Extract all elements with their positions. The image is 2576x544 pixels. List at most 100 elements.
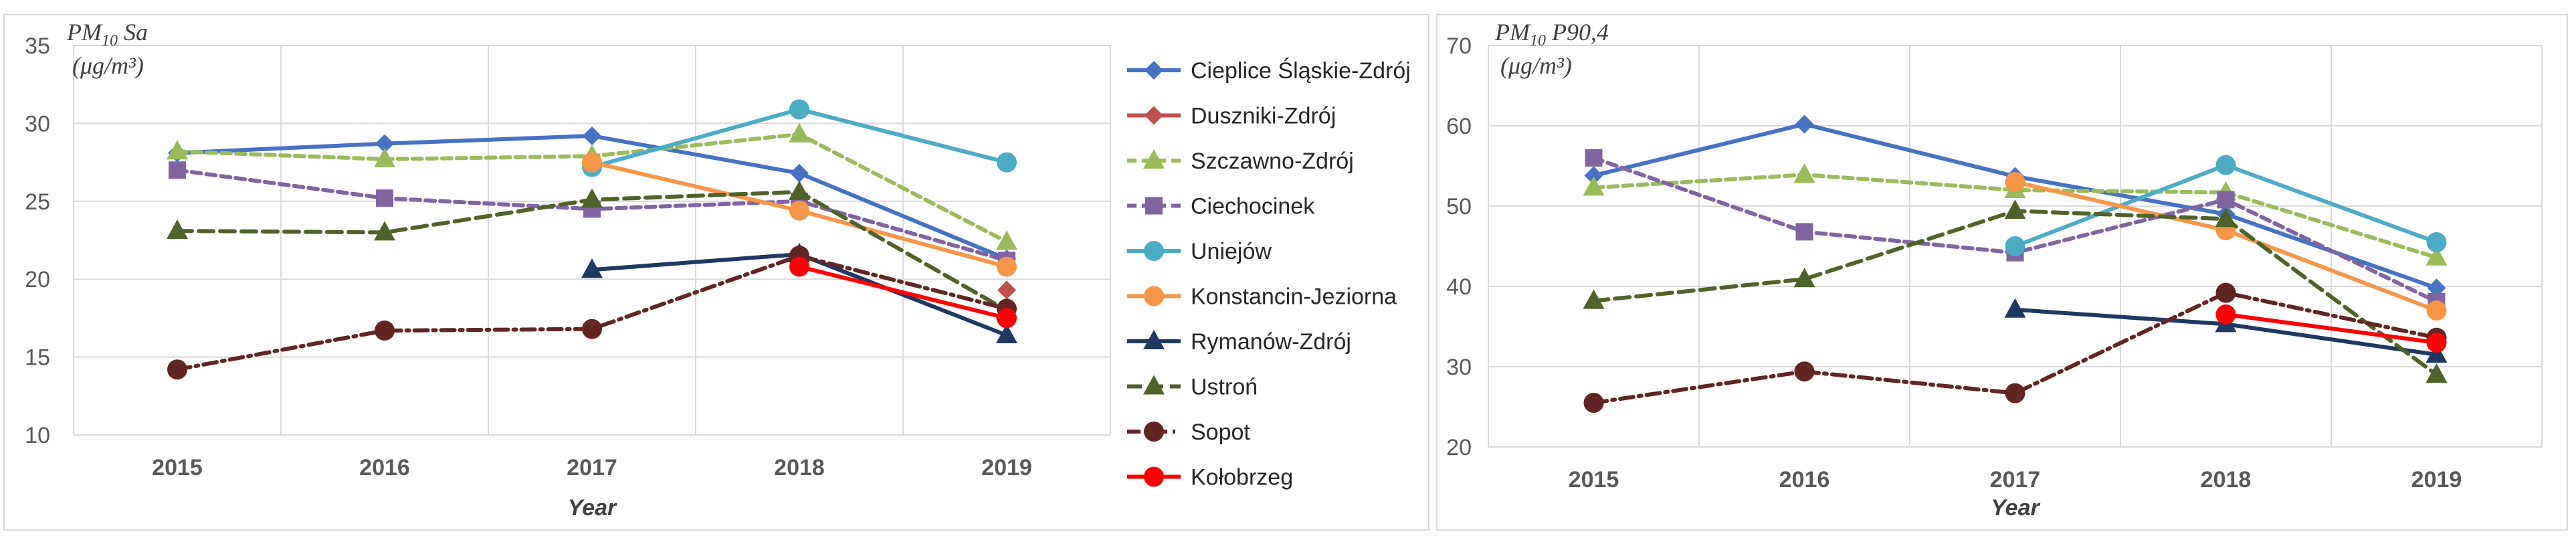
- legend-swatch-marker: [1143, 330, 1165, 349]
- chart-1-series-2-point: [789, 122, 810, 143]
- chart-2-series-9-point: [2426, 333, 2447, 353]
- chart-2-series-3-point: [1585, 149, 1603, 167]
- chart-1-xtick-label: 2019: [981, 455, 1032, 480]
- chart-1-xtick-label: 2015: [152, 455, 203, 480]
- chart-2-y-axis-title: PM10 P90,4: [1494, 19, 1609, 50]
- chart-2-series-6-point: [2004, 298, 2026, 318]
- chart-2-series-2-point: [2425, 246, 2448, 266]
- chart-1-series-2-point: [996, 230, 1017, 250]
- chart-1-series-2-point: [374, 147, 395, 167]
- legend-swatch-marker: [1143, 149, 1165, 169]
- legend-item-label: Ciechocinek: [1191, 194, 1315, 219]
- chart-1-ytick-label: 25: [25, 189, 50, 215]
- chart-2-ytick-label: 70: [1446, 33, 1472, 59]
- chart-1-frame: [3, 14, 1429, 531]
- chart-2-series-5-point: [2005, 172, 2025, 192]
- chart-2-ytick-label: 60: [1446, 114, 1472, 139]
- chart-1-series-9-line: [797, 264, 1009, 321]
- chart-2-series-3-point: [2217, 191, 2235, 209]
- chart-2-series-5-point: [2426, 300, 2447, 321]
- chart-2-series-8-point: [2005, 383, 2025, 403]
- chart-2-ytick-label: 30: [1446, 355, 1472, 380]
- legend-item-label: Szczawno-Zdrój: [1191, 149, 1354, 174]
- chart-1-series-3-point: [169, 161, 186, 179]
- chart-1-series-8-point: [582, 319, 602, 339]
- chart-2-series-7-point: [2215, 207, 2237, 228]
- chart-1-series-7-point: [374, 221, 395, 241]
- chart-2-series-9-point: [2215, 304, 2236, 325]
- legend-swatch-marker: [1144, 286, 1164, 306]
- chart-1-series-0-point: [375, 134, 394, 153]
- chart-1-series-8-point: [375, 321, 395, 341]
- chart-2-xtick-label: 2018: [2201, 467, 2252, 492]
- chart-1-series-9-point: [997, 308, 1017, 329]
- chart-1-series-7-point: [581, 188, 603, 208]
- legend-item-label: Kołobrzeg: [1191, 465, 1293, 490]
- chart-1-series-7-point: [789, 180, 810, 200]
- chart-1-series-0-point: [583, 126, 601, 146]
- chart-2-frame: [1436, 14, 2568, 531]
- chart-2-series-8-line: [1591, 290, 2439, 405]
- chart-2-series-8-point: [1583, 393, 1604, 413]
- chart-1-y-axis-title: PM10 Sa: [66, 19, 148, 50]
- chart-1-series-1-point: [997, 280, 1016, 300]
- chart-2-series-4-point: [2426, 232, 2447, 252]
- chart-1-series-3-point: [376, 189, 393, 207]
- chart-2-series-9-line: [2223, 312, 2439, 345]
- chart-2-series-8-point: [1794, 361, 1815, 382]
- chart-2-series-7-point: [2425, 363, 2448, 383]
- legend-swatch-marker: [1145, 61, 1163, 80]
- chart-2-series-4-point: [2215, 155, 2236, 175]
- legend-item-label: Rymanów-Zdrój: [1191, 329, 1351, 355]
- chart-2-ytick-label: 50: [1446, 194, 1472, 219]
- chart-2-ytick-label: 40: [1446, 274, 1472, 300]
- chart-2-y-axis-unit: (μg/m³): [1500, 52, 1572, 79]
- chart-1-series-5-point: [997, 256, 1017, 277]
- chart-2-series-0-point: [1795, 114, 1814, 134]
- chart-1-series-0-point: [790, 163, 809, 183]
- chart-2-xtick-label: 2016: [1779, 467, 1830, 492]
- legend-swatch-marker: [1145, 106, 1163, 125]
- chart-2-series-2-point: [1793, 163, 1815, 183]
- chart-2-x-axis-label: Year: [1991, 495, 2040, 521]
- chart-2-xtick-label: 2015: [1569, 467, 1619, 492]
- chart-2-series-7-point: [2004, 199, 2026, 219]
- legend-item-label: Konstancin-Jeziorna: [1191, 284, 1397, 310]
- chart-1-xtick-label: 2016: [359, 455, 410, 480]
- chart-2-xtick-label: 2017: [1990, 467, 2041, 492]
- chart-2-series-7-point: [1583, 289, 1605, 309]
- chart-1-y-axis-unit: (μg/m³): [72, 52, 144, 79]
- chart-1-series-5-point: [789, 200, 809, 221]
- chart-2-series-0-point: [2427, 278, 2446, 298]
- chart-1-series-9-point: [789, 256, 809, 277]
- legend-item-label: Duszniki-Zdrój: [1191, 104, 1336, 129]
- legend-swatch-marker: [1143, 375, 1165, 395]
- chart-1-series-6-point: [581, 258, 603, 278]
- chart-2-series-8-point: [2215, 282, 2236, 303]
- chart-2-series-0-point: [1584, 166, 1603, 185]
- chart-2-series-3-point: [1795, 223, 1813, 241]
- legend-swatch-marker: [1145, 197, 1163, 215]
- chart-2-series-4-point: [2005, 236, 2025, 256]
- legend-item-label: Cieplice Śląskie-Zdrój: [1191, 58, 1411, 84]
- chart-1-ytick-label: 10: [25, 423, 50, 448]
- chart-1-ytick-label: 20: [25, 267, 50, 292]
- chart-1-ytick-label: 35: [25, 33, 50, 59]
- chart-1-series-4-point: [997, 152, 1017, 173]
- legend-item-label: Uniejów: [1191, 239, 1272, 264]
- legend-item-label: Ustroń: [1191, 375, 1258, 400]
- legend-swatch-marker: [1144, 422, 1164, 442]
- chart-2-series-7-point: [1793, 268, 1815, 288]
- chart-1-ytick-label: 30: [25, 111, 50, 137]
- chart-1-series-8-point: [167, 359, 187, 380]
- chart-1-xtick-label: 2017: [567, 455, 617, 480]
- chart-1-series-7-point: [167, 219, 188, 240]
- chart-2-xtick-label: 2019: [2411, 467, 2462, 492]
- chart-1-series-5-point: [582, 152, 602, 173]
- chart-1-series-6-point: [996, 324, 1017, 344]
- chart-1-xtick-label: 2018: [774, 455, 825, 480]
- chart-1-ytick-label: 15: [25, 345, 50, 371]
- legend-item-label: Sopot: [1191, 420, 1250, 445]
- chart-2-series-2-point: [1583, 176, 1605, 196]
